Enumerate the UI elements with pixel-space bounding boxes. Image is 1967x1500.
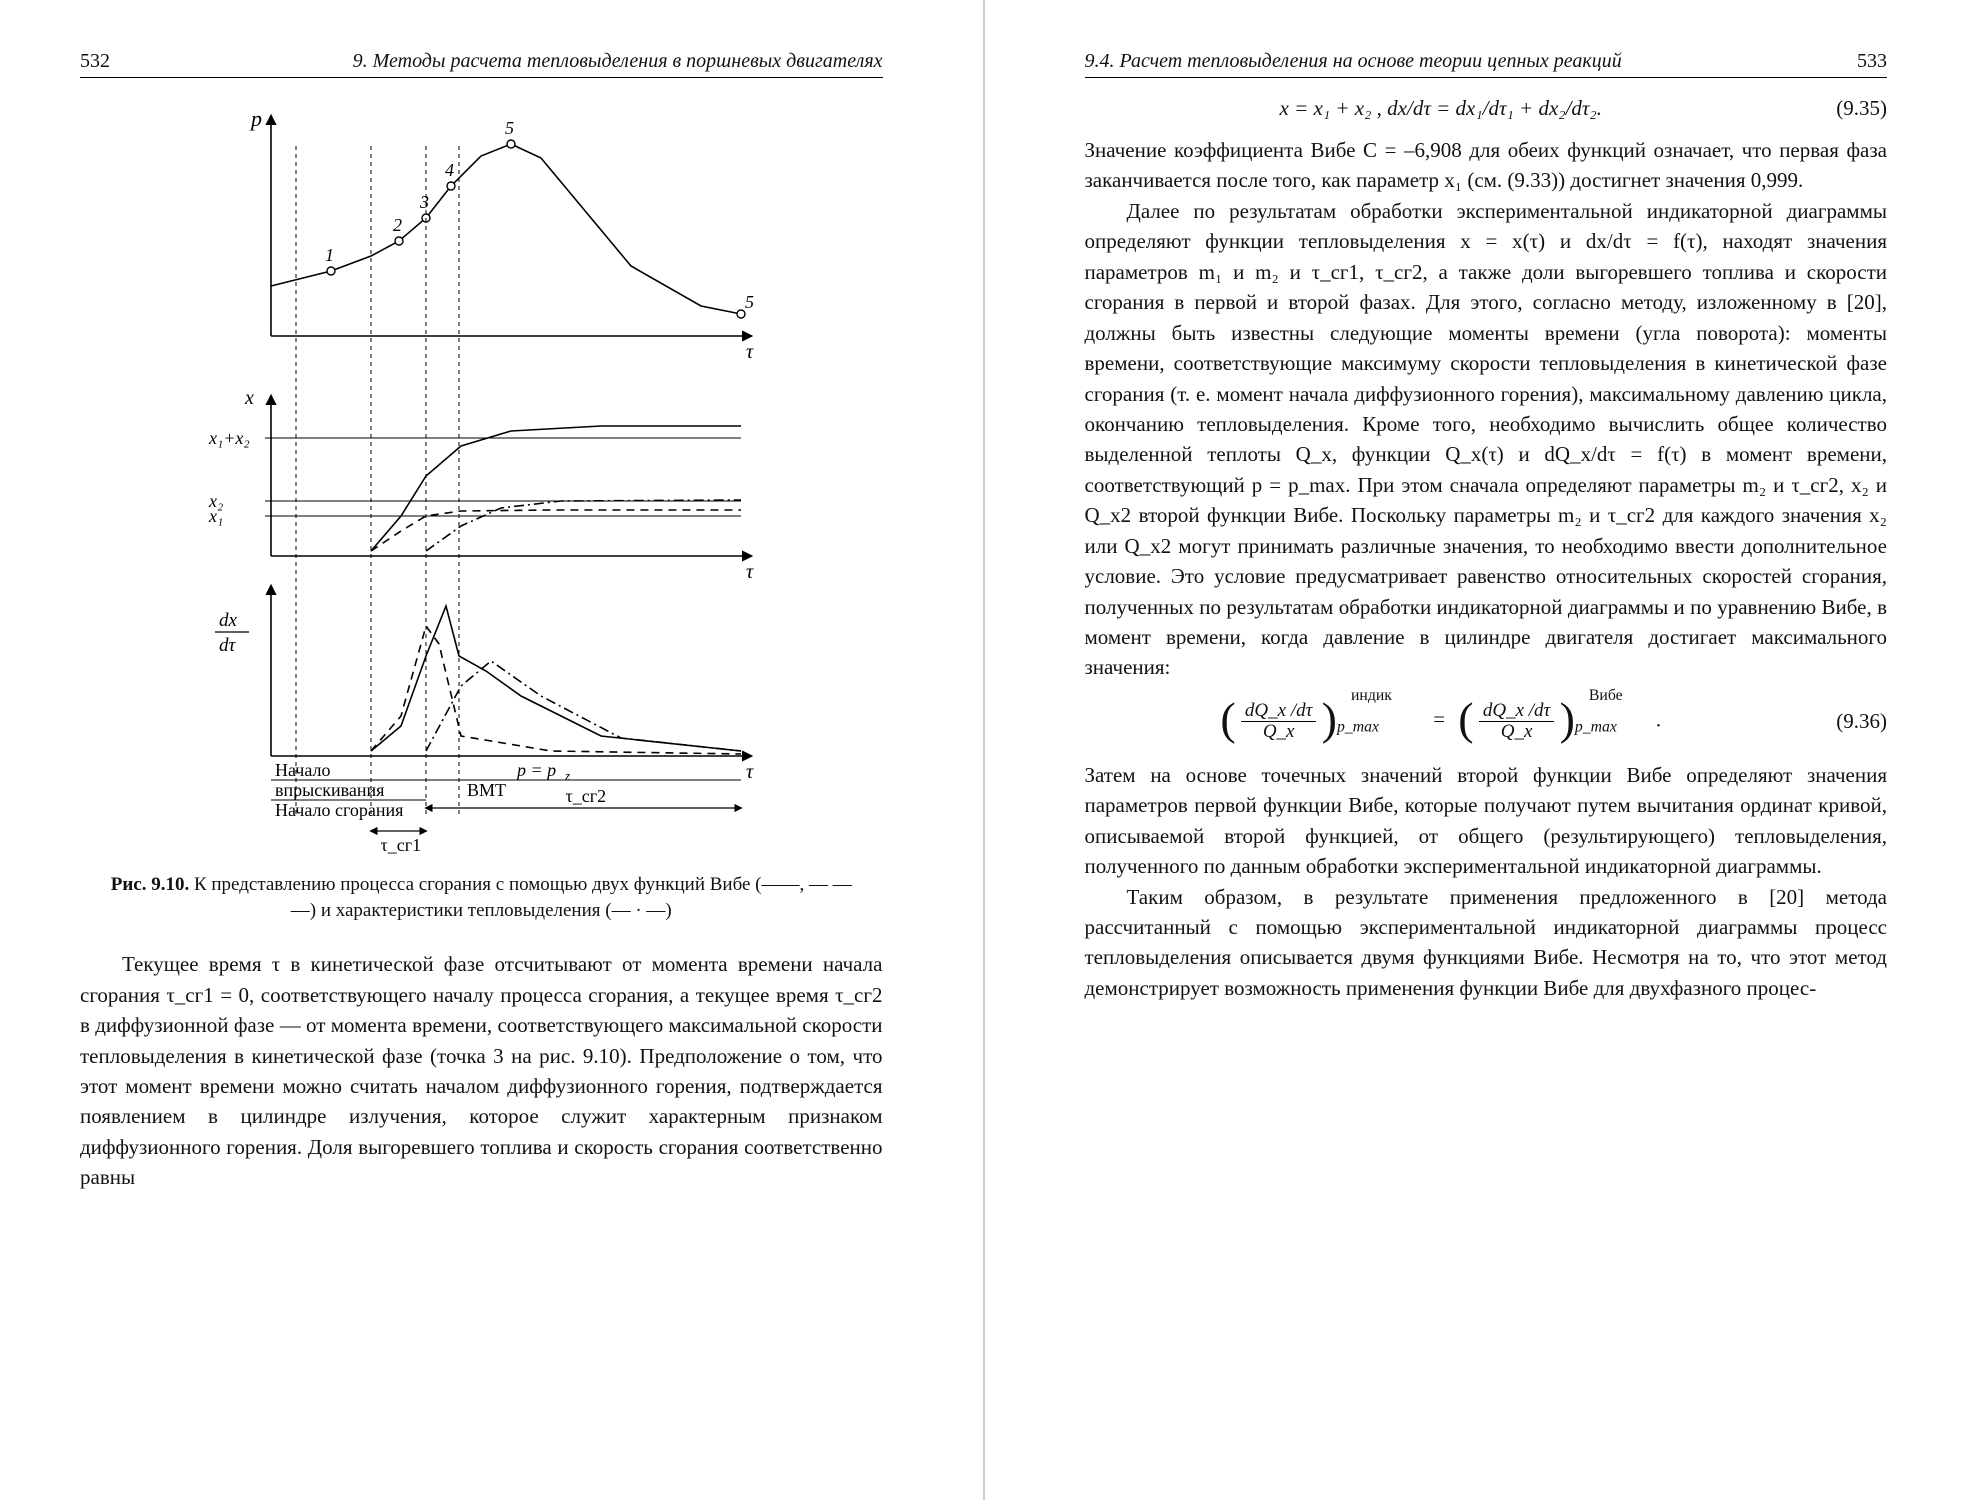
eq936-num-r: dQ_x /dτ <box>1483 700 1550 721</box>
eq936-den-r: Q_x <box>1501 721 1533 742</box>
svg-text:впрыскивания: впрыскивания <box>275 780 384 800</box>
svg-text:z: z <box>564 768 570 783</box>
svg-text:τ: τ <box>746 341 754 363</box>
svg-text:3: 3 <box>419 192 429 212</box>
eq-936-number: (9.36) <box>1797 709 1887 734</box>
svg-text:x: x <box>244 387 254 409</box>
eq936-sup-l: индик <box>1351 687 1392 704</box>
svg-text:p: p <box>249 106 262 131</box>
page-left: 532 9. Методы расчета тепловыделения в п… <box>0 0 983 1500</box>
page-number-right: 533 <box>1857 50 1887 73</box>
running-title-right: 9.4. Расчет тепловыделения на основе тео… <box>1085 50 1622 73</box>
svg-text:5: 5 <box>505 118 514 138</box>
eq936-den-l: Q_x <box>1263 721 1295 742</box>
eq936-num-l: dQ_x /dτ <box>1245 700 1312 721</box>
figure-caption-text: К представлению процесса сгорания с помо… <box>194 874 852 921</box>
eq-935-body: x = x₁ + x₂ , dx/dτ = dx₁/dτ₁ + dx₂/dτ₂. <box>1280 96 1602 120</box>
eq936-sup-r: Вибе <box>1589 687 1623 704</box>
svg-text:1: 1 <box>325 245 334 265</box>
svg-text:τ: τ <box>746 761 754 783</box>
page-right: 9.4. Расчет тепловыделения на основе тео… <box>985 0 1967 1500</box>
book-spread: 532 9. Методы расчета тепловыделения в п… <box>0 0 1967 1500</box>
eq936-sub-l: p_max <box>1337 718 1379 735</box>
figure-caption: Рис. 9.10. К представлению процесса сгор… <box>110 872 853 923</box>
running-title-left: 9. Методы расчета тепловыделения в поршн… <box>353 50 883 73</box>
eq-935-number: (9.35) <box>1797 96 1887 121</box>
running-head-left: 532 9. Методы расчета тепловыделения в п… <box>80 50 883 78</box>
figure-caption-lead: Рис. 9.10. <box>111 874 190 895</box>
eq936-sub-r: p_max <box>1575 718 1617 735</box>
svg-text:x₁+x₂: x₁+x₂ <box>208 428 250 448</box>
right-para-3: Затем на основе точечных значений второй… <box>1085 760 1888 882</box>
svg-text:Начало: Начало <box>275 760 330 780</box>
svg-text:x₁: x₁ <box>208 506 223 526</box>
page-number-left: 532 <box>80 50 110 73</box>
svg-text:ВМТ: ВМТ <box>467 780 506 800</box>
svg-text:p = p: p = p <box>515 760 556 780</box>
left-paragraph: Текущее время τ в кинетической фазе отсч… <box>80 949 883 1193</box>
svg-text:Начало сгорания: Начало сгорания <box>275 800 403 820</box>
equation-9-35: x = x₁ + x₂ , dx/dτ = dx₁/dτ₁ + dx₂/dτ₂.… <box>1085 96 1888 121</box>
svg-text:dx: dx <box>219 610 238 631</box>
equation-9-36: ( dQ_x /dτ Q_x )p_maxиндик = ( dQ_x /dτ … <box>1085 701 1888 742</box>
svg-text:τ_сг1: τ_сг1 <box>381 835 422 855</box>
figure-9-10: pτ123455xτx₁+x₂x₂x₁τdxdττ_сг1τ_сг2Начало… <box>201 96 761 856</box>
svg-text:dτ: dτ <box>219 635 237 656</box>
svg-text:τ: τ <box>746 561 754 583</box>
right-para-1: Значение коэффициента Вибе C = –6,908 дл… <box>1085 135 1888 196</box>
running-head-right: 9.4. Расчет тепловыделения на основе тео… <box>1085 50 1888 78</box>
right-para-4: Таким образом, в результате применения п… <box>1085 882 1888 1004</box>
svg-text:5: 5 <box>745 292 754 312</box>
svg-text:4: 4 <box>445 160 454 180</box>
svg-text:2: 2 <box>393 215 402 235</box>
svg-text:τ_сг2: τ_сг2 <box>566 786 607 806</box>
right-para-2: Далее по результатам обработки экспериме… <box>1085 196 1888 683</box>
